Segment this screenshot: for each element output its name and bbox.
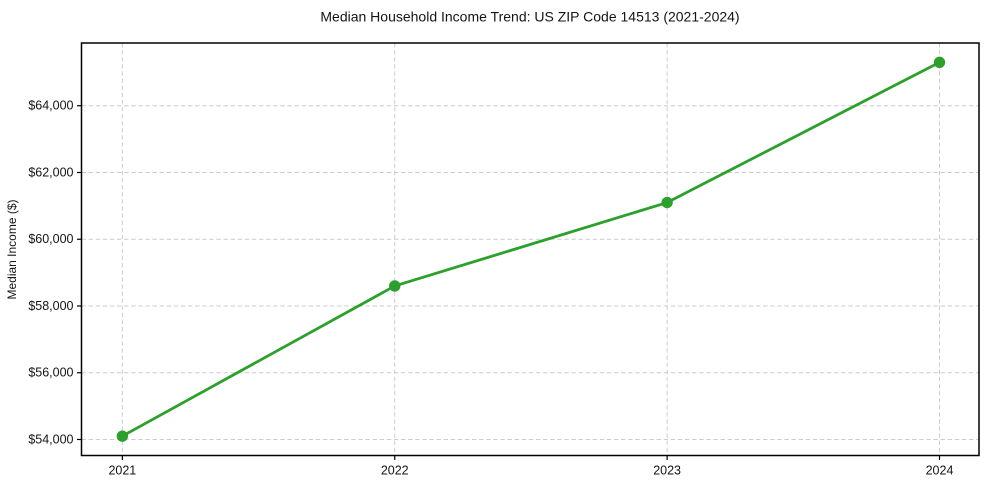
series-layer — [116, 56, 946, 442]
y-tick-label: $56,000 — [28, 366, 73, 380]
plot-border — [80, 42, 980, 457]
data-point-2022 — [389, 280, 401, 292]
data-point-2024 — [933, 56, 946, 69]
y-axis-label: Median Income ($) — [5, 199, 19, 299]
data-point-2021 — [116, 430, 129, 442]
chart-title: Median Household Income Trend: US ZIP Co… — [320, 9, 739, 25]
y-tick-label: $62,000 — [28, 165, 73, 179]
y-tick-label: $54,000 — [28, 432, 73, 446]
y-tick-label: $64,000 — [28, 99, 73, 113]
data-point-2023 — [661, 196, 673, 209]
x-tick-label: 2023 — [653, 464, 681, 478]
y-tick-label: $60,000 — [28, 232, 73, 246]
y-tick-label: $58,000 — [28, 299, 73, 313]
gridlines — [81, 43, 979, 456]
tick-labels: $54,000 $56,000 $58,000 $60,000 $62,000 $64,0… — [28, 99, 953, 478]
x-tick-label: 2024 — [926, 464, 954, 478]
x-tick-label: 2021 — [108, 464, 136, 478]
x-tick-label: 2022 — [381, 464, 409, 478]
plot-area — [81, 43, 979, 456]
trend-line — [120, 60, 941, 438]
